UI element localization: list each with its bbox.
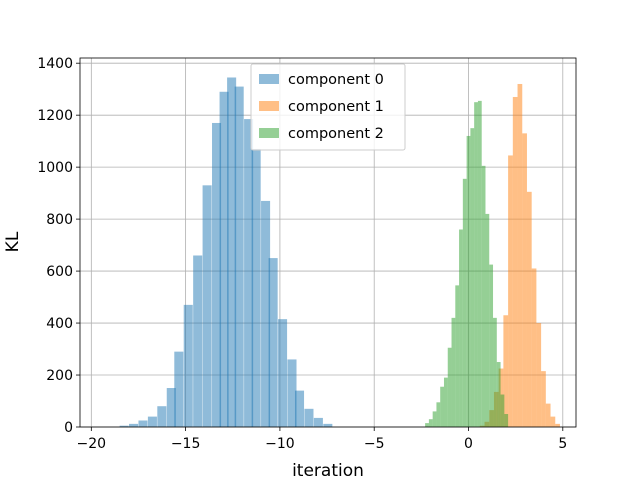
histogram-bar <box>278 319 288 427</box>
histogram-bar <box>536 323 542 427</box>
histogram-bar <box>119 425 129 427</box>
x-tick-label: 5 <box>558 436 567 452</box>
histogram-bar <box>244 119 254 428</box>
x-tick-label: −10 <box>265 436 295 452</box>
histogram-bar <box>287 359 297 427</box>
x-tick-label: 0 <box>464 436 473 452</box>
histogram-bar <box>477 100 482 427</box>
histogram-bar <box>517 83 523 428</box>
histogram-bar <box>474 102 478 427</box>
y-tick-label: 200 <box>46 368 73 384</box>
x-tick-label: −20 <box>77 436 107 452</box>
histogram-bar <box>496 362 501 427</box>
histogram-bar <box>462 178 467 427</box>
y-tick-label: 800 <box>46 212 73 228</box>
histogram-bar <box>174 351 184 427</box>
histogram-bar <box>493 317 497 427</box>
x-tick-label: −5 <box>364 436 385 452</box>
y-tick-label: 400 <box>46 316 73 332</box>
histogram-bar <box>466 135 471 427</box>
legend: component 0 component 1 component 2 <box>250 63 406 151</box>
histogram-bar <box>183 304 193 427</box>
histogram-bar <box>261 200 271 427</box>
histogram-bar <box>294 390 305 427</box>
plot-frame <box>79 57 577 428</box>
series-0-bars <box>119 77 333 428</box>
histogram-bar <box>202 185 212 427</box>
legend-label: component 2 <box>288 126 384 142</box>
y-tick-label: 1400 <box>37 56 73 72</box>
histogram-bar <box>436 402 441 427</box>
histogram-bar <box>313 417 323 427</box>
histogram-bar <box>500 394 505 427</box>
legend-swatch <box>259 101 279 111</box>
histogram-bars <box>119 77 560 428</box>
x-tick-label: −15 <box>171 436 201 452</box>
legend-box <box>250 63 406 151</box>
histogram-bar <box>212 122 222 428</box>
histogram-bar <box>234 86 244 428</box>
histogram-bar <box>455 285 460 427</box>
histogram-bar <box>481 165 486 427</box>
x-axis-title: iteration <box>292 461 364 480</box>
axis-ticks: −20 −15 −10 −5 0 5 0 200 400 600 800 1000 1200 1400 <box>37 56 567 452</box>
histogram-bar <box>545 403 551 427</box>
legend-swatch <box>259 128 279 138</box>
y-tick-label: 1200 <box>37 108 73 124</box>
histogram-bar <box>166 388 176 427</box>
histogram-bar <box>555 423 560 427</box>
histogram-bar <box>425 423 429 427</box>
histogram-bar <box>470 128 475 427</box>
histogram-bar <box>428 419 433 427</box>
histogram-bar <box>432 411 437 427</box>
histogram-bar <box>219 91 229 428</box>
histogram-bar <box>526 191 532 427</box>
histogram-bar <box>508 155 513 427</box>
y-axis-title: KL <box>3 231 23 252</box>
legend-label: component 0 <box>288 72 384 88</box>
histogram-bar <box>323 423 333 427</box>
histogram-bar <box>522 133 527 427</box>
histogram-bar <box>129 423 139 427</box>
histogram-bar <box>504 414 509 427</box>
histogram-bar <box>227 77 237 427</box>
histogram-bar <box>489 264 494 427</box>
histogram-bar <box>531 268 537 427</box>
histogram-bar <box>147 416 157 427</box>
histogram-bar <box>451 317 456 427</box>
histogram-bar <box>459 229 463 427</box>
histogram-bar <box>440 386 444 427</box>
histogram-bar <box>251 148 261 428</box>
histogram-bar <box>268 258 278 427</box>
histogram-bar <box>193 255 203 427</box>
y-tick-label: 0 <box>64 420 73 436</box>
histogram-bar <box>304 408 314 427</box>
histogram-bar <box>503 315 509 427</box>
histogram-bar <box>541 371 546 427</box>
histogram-bar <box>485 213 490 427</box>
legend-swatch <box>259 74 279 84</box>
histogram-bar <box>550 416 556 427</box>
series-2-bars <box>425 100 509 427</box>
histogram-bar <box>512 96 518 427</box>
y-tick-label: 1000 <box>37 160 73 176</box>
legend-label: component 1 <box>288 99 384 115</box>
histogram-bar <box>447 347 452 427</box>
histogram-bar <box>157 406 167 427</box>
y-tick-label: 600 <box>46 264 73 280</box>
histogram-bar <box>443 377 448 427</box>
histogram-bar <box>138 420 148 427</box>
